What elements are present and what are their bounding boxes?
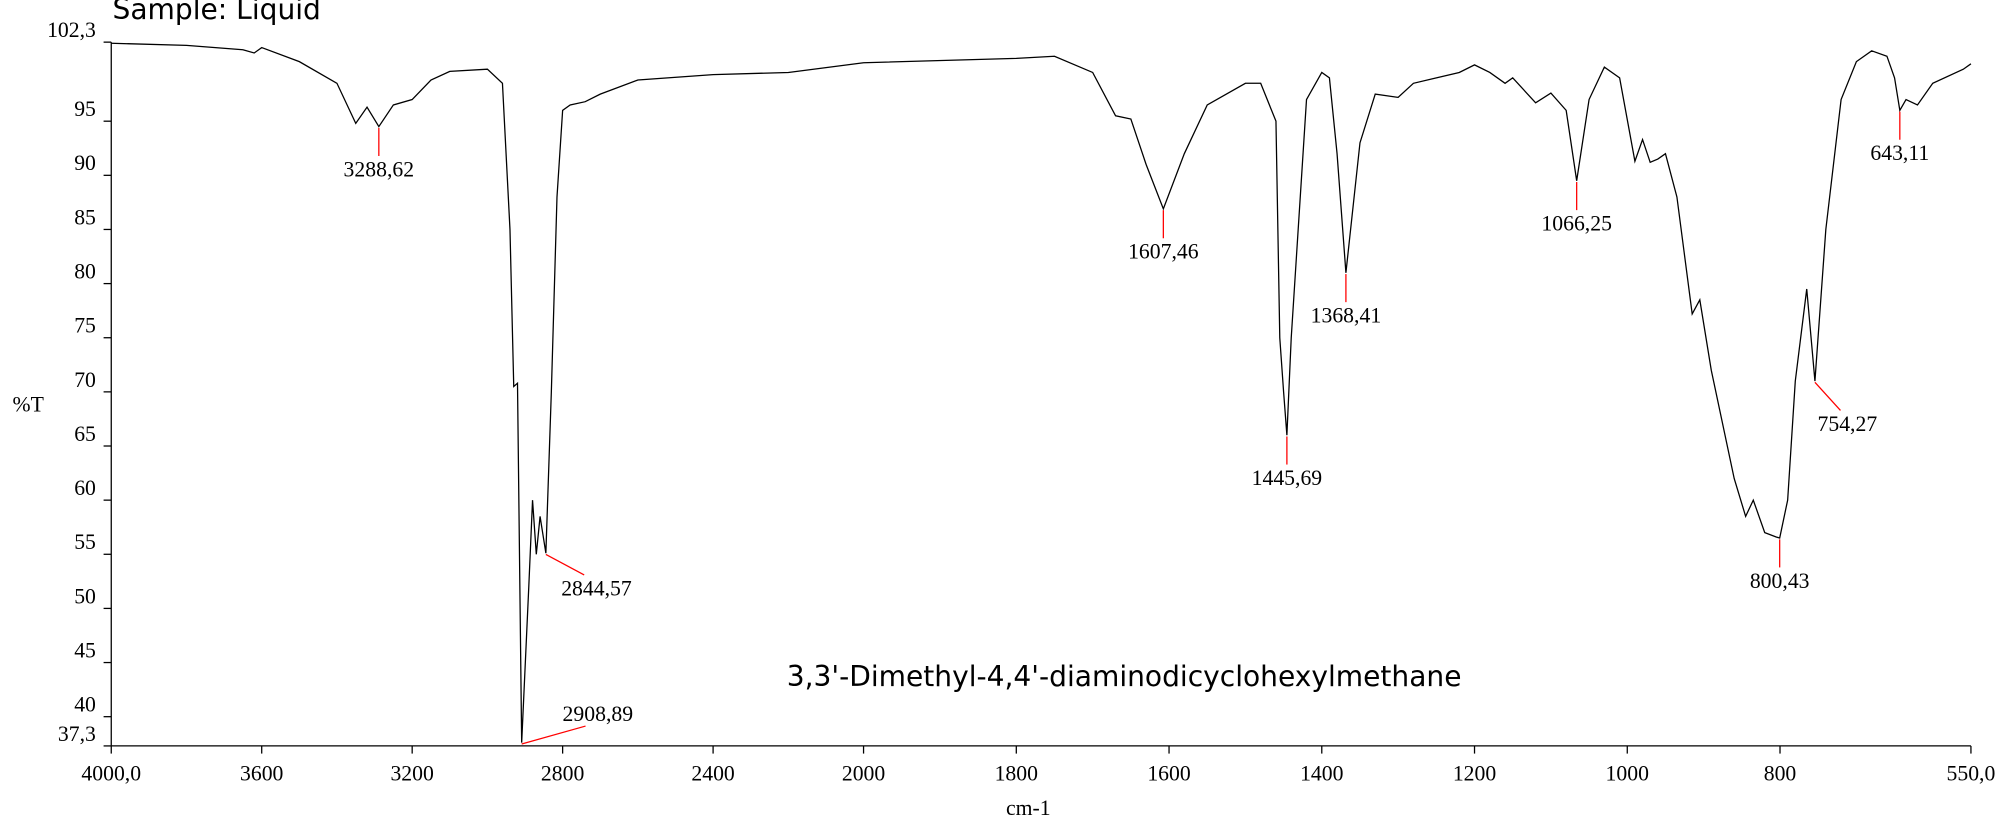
x-tick-label: 1600 [1147,761,1191,785]
y-tick-label: 37,3 [58,722,96,746]
peak-label: 754,27 [1817,412,1877,436]
x-tick-label: 3200 [390,761,434,785]
x-axis-label: cm-1 [1006,796,1051,820]
x-tick-label: 2800 [541,761,585,785]
y-tick-label: 102,3 [47,18,96,42]
peak-marker [521,725,586,745]
x-tick-label: 550,0 [1947,761,1996,785]
peak-label: 1607,46 [1128,240,1199,264]
y-tick-label: 85 [74,205,96,229]
x-tick-label: 4000,0 [81,761,141,785]
y-tick-label: 65 [74,422,96,446]
peak-marker [1814,381,1841,411]
y-tick-label: 80 [74,259,96,283]
y-tick-label: 45 [74,638,96,662]
y-tick-label: 75 [74,314,96,338]
x-tick-label: 1000 [1606,761,1650,785]
y-tick-label: 55 [74,530,96,554]
y-axis-label: %T [13,392,44,416]
peak-label: 3288,62 [344,157,415,181]
annotation: 3,3'-Dimethyl-4,4'-diaminodicyclohexylme… [787,660,1462,693]
peak-label: 643,11 [1870,141,1929,165]
x-tick-label: 1400 [1300,761,1344,785]
y-tick-label: 60 [74,476,96,500]
x-tick-label: 2000 [842,761,886,785]
peak-label: 1445,69 [1252,466,1323,490]
y-tick-label: 95 [74,97,96,121]
y-tick-label: 90 [74,151,96,175]
peak-marker [545,553,585,576]
y-tick-label: 70 [74,368,96,392]
x-tick-label: 800 [1764,761,1797,785]
peak-label: 2908,89 [563,702,634,726]
chart-title: Sample: Liquid [113,0,321,26]
peak-label: 800,43 [1750,569,1810,593]
spectrum-line [111,42,1972,743]
y-tick-label: 50 [74,584,96,608]
x-tick-label: 1200 [1453,761,1497,785]
peak-label: 1066,25 [1541,212,1612,236]
x-tick-label: 3600 [240,761,284,785]
peak-label: 1368,41 [1311,304,1382,328]
y-tick-label: 40 [74,693,96,717]
x-tick-label: 2400 [691,761,735,785]
peak-label: 2844,57 [561,576,632,600]
x-tick-label: 1800 [995,761,1039,785]
